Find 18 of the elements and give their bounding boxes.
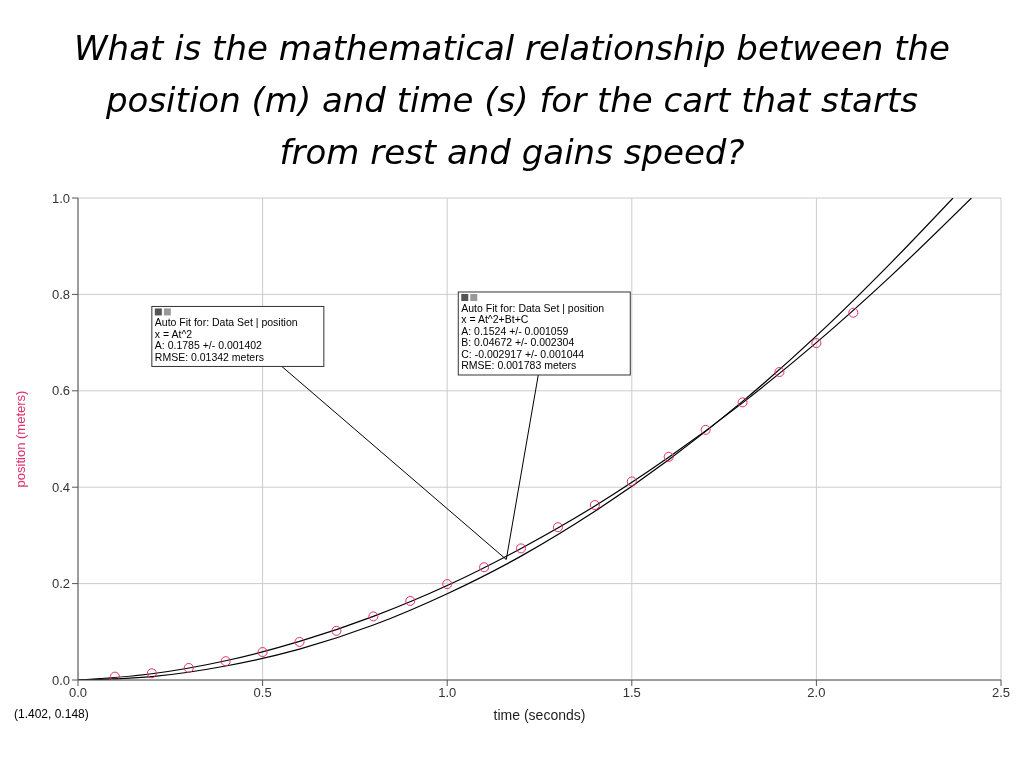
x-tick-label: 0.5 — [253, 685, 272, 701]
y-tick-label: 0.6 — [51, 383, 70, 399]
text: (1.402, 0.148) — [14, 707, 89, 721]
y-tick-label: 0.2 — [51, 576, 70, 592]
annotation: Auto Fit for: Data Set | position x = At^2+Bt+C A: 0.1524 +/- 0.001059 B: 0.04672 +/- 0.002304 C: -0.002917 +/- 0.001044 RMSE: 0.001783 meters — [461, 301, 605, 372]
x-tick-label: 0.0 — [68, 685, 88, 701]
y-tick-label: 0.0 — [51, 672, 70, 688]
x-axis-title: time (seconds) — [493, 707, 586, 723]
chart-title: What is the mathematical relationship between the position (m) and time (s) for the cart that starts from rest and gains speed? — [73, 27, 951, 174]
y-tick-label: 1.0 — [51, 190, 70, 206]
y-axis-title: position (meters) — [12, 390, 28, 488]
x-tick-label: 2.0 — [807, 685, 826, 701]
x-tick-label: 1.5 — [622, 685, 641, 701]
annotation: Auto Fit for: Data Set | position x = At^2 A: 0.1785 +/- 0.001402 RMSE: 0.01342 meters — [154, 316, 298, 363]
x-tick-label: 2.5 — [991, 685, 1011, 701]
y-tick-label: 0.4 — [51, 479, 70, 495]
x-tick-label: 1.0 — [438, 685, 457, 701]
y-tick-label: 0.8 — [51, 287, 70, 303]
